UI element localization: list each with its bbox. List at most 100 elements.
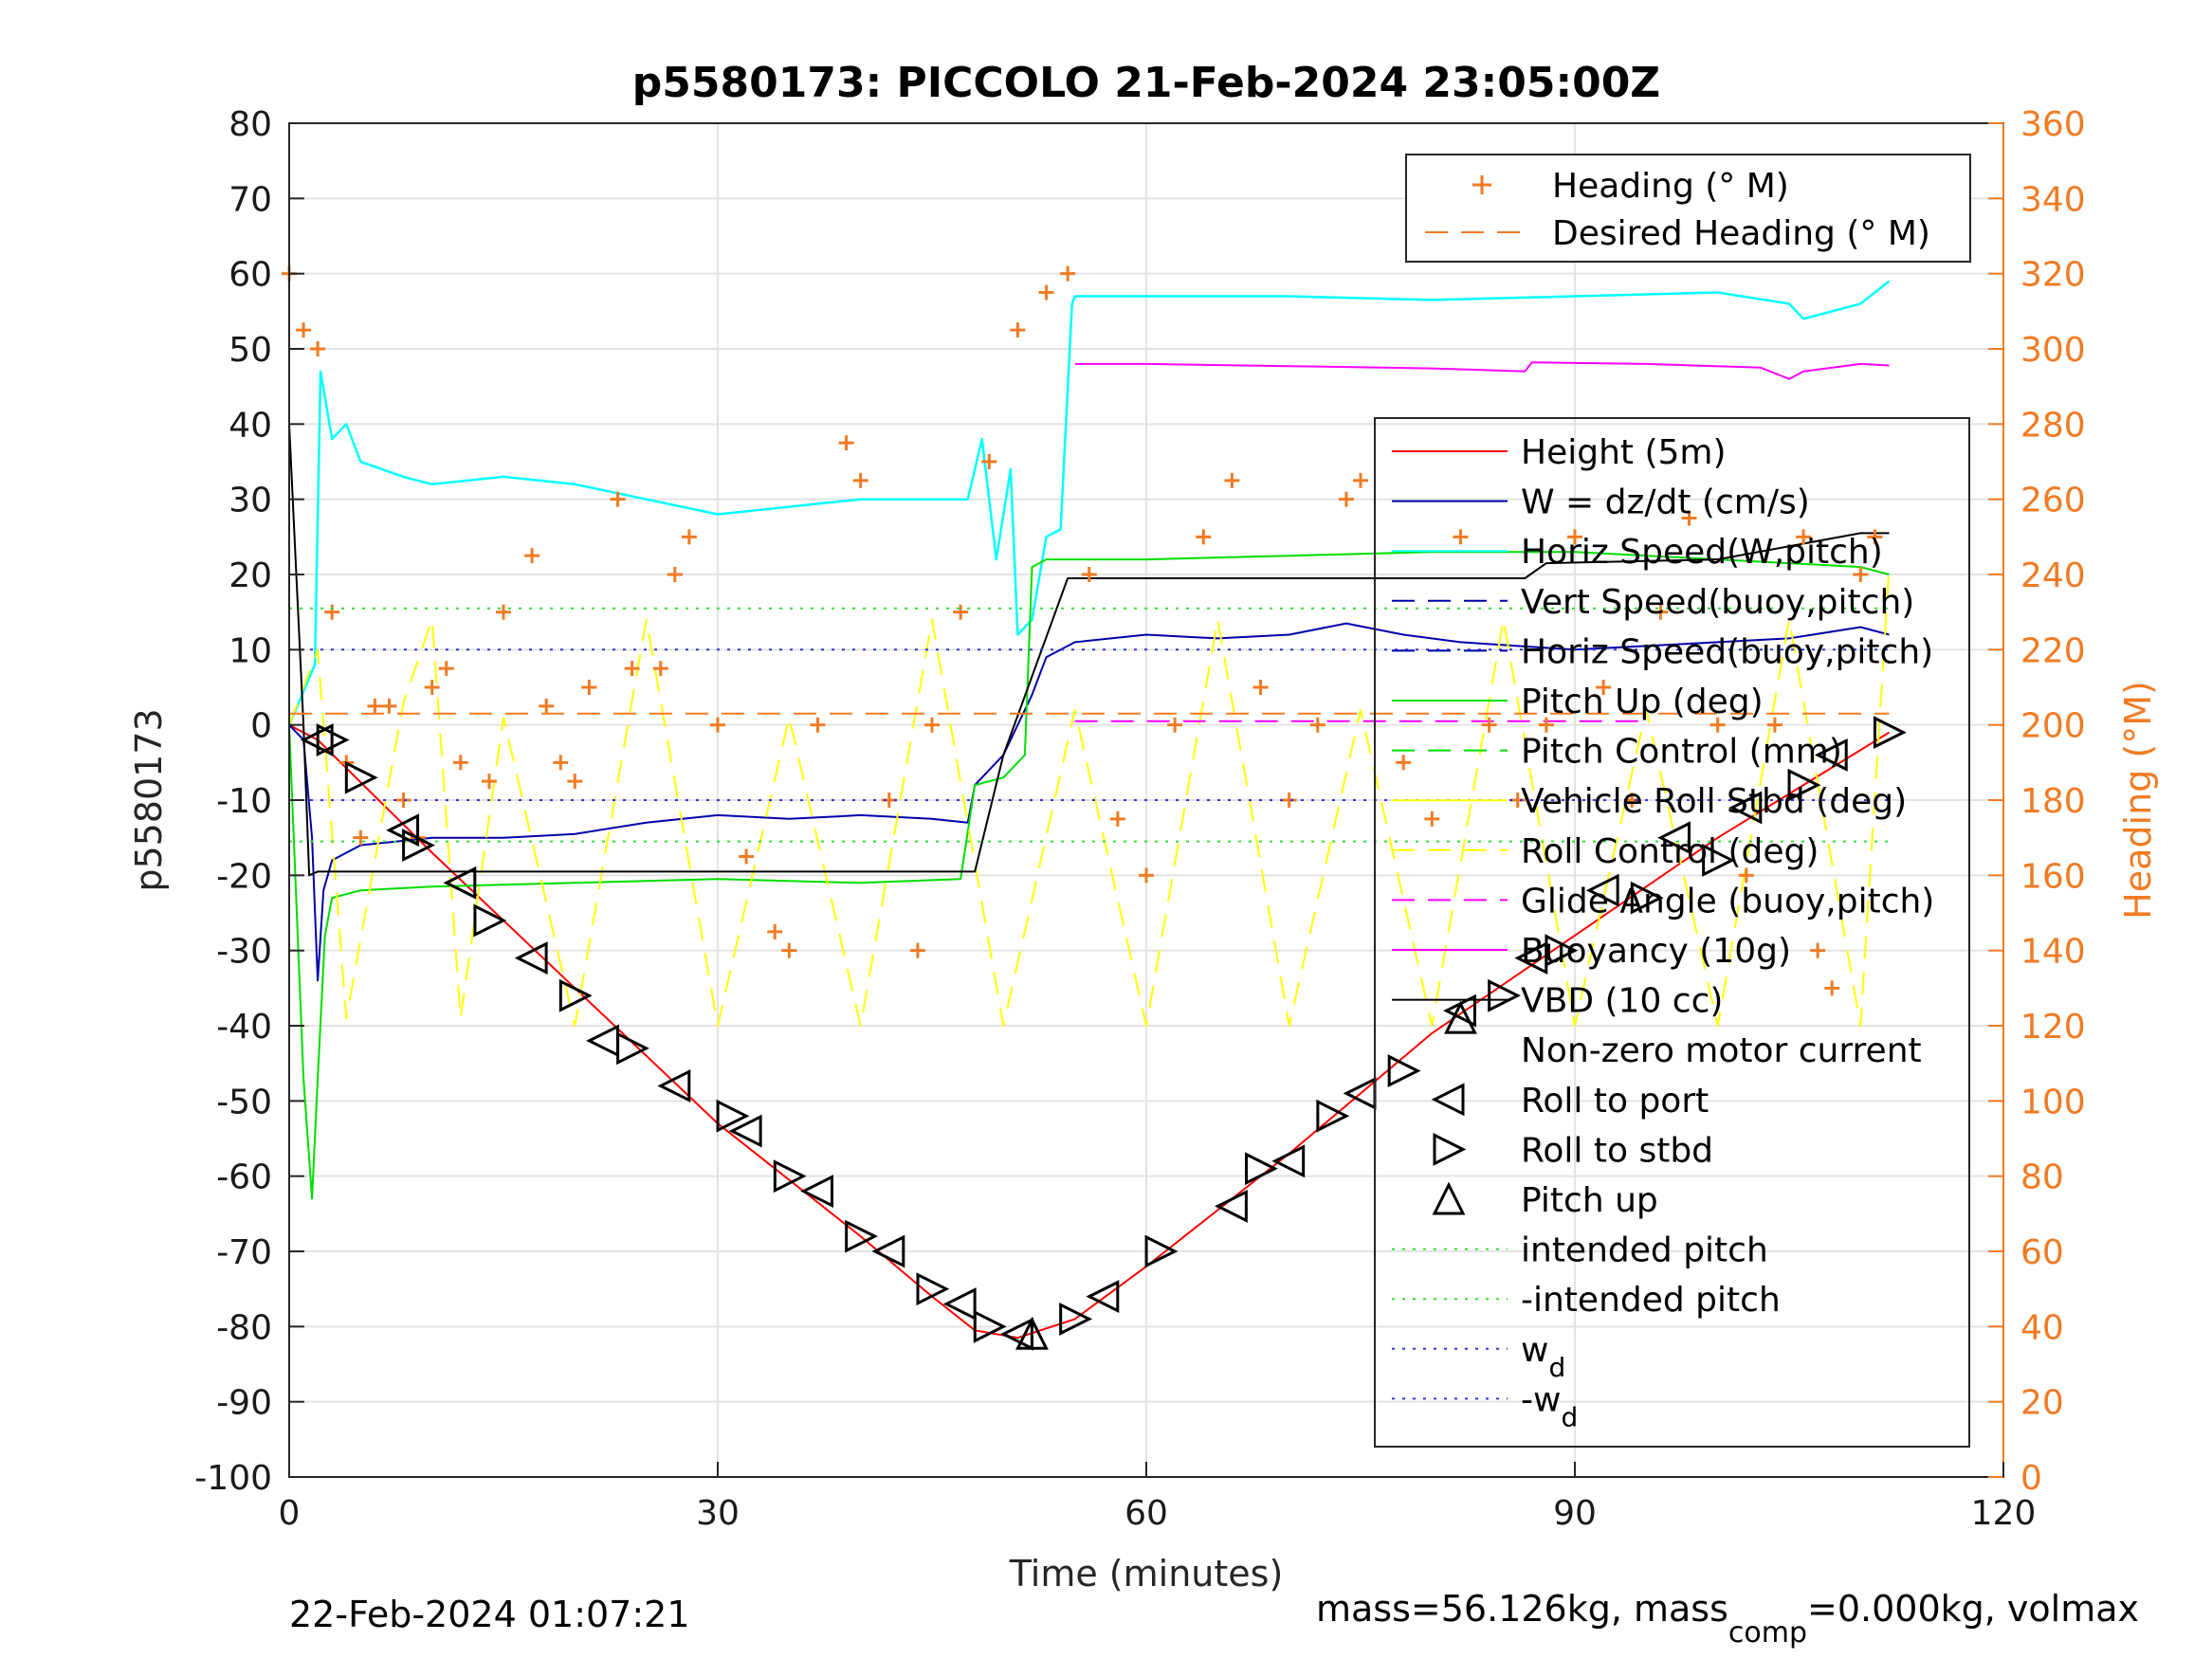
roll-to-port-marker [1271,1144,1306,1178]
roll-to-port-marker [871,1234,905,1268]
x-axis-label: Time (minutes) [1009,1553,1284,1595]
legend-label: Vehicle Roll Stbd (deg) [1521,782,1907,821]
heading-point [1509,793,1526,808]
y-tick-label: -80 [216,1308,272,1347]
heading-point [1709,717,1726,733]
legend-label: Roll to port [1521,1082,1709,1121]
heading-point [424,680,440,695]
series-roll [288,567,1891,1027]
y-tick-label: -30 [216,933,272,972]
heading-point [781,942,797,958]
legend-label: Roll Control (deg) [1521,832,1819,871]
legend-entry: wd [1392,1331,1565,1383]
roll-to-stbd-marker [1545,934,1579,968]
legend-label: intended pitch [1521,1231,1768,1270]
y2-tick-label: 80 [2020,1158,2064,1197]
y-tick-label: 20 [229,556,272,595]
legend-label: Horiz Speed(buoy,pitch) [1521,632,1933,671]
legend-desired-heading-label: Desired Heading (° M) [1552,214,1930,253]
y2-tick-label: 200 [2020,707,2086,746]
heading-point [1596,680,1612,695]
legend-entry: Buoyancy (10g) [1392,932,1791,971]
y2-tick-label: 220 [2020,631,2086,670]
heading-point [1567,529,1582,545]
roll-to-port-marker [800,1175,833,1208]
y2-tick-label: 160 [2020,857,2086,896]
roll-to-stbd-marker [1630,881,1664,915]
roll-to-stbd-marker [716,1099,750,1133]
legend-entry: Vehicle Roll Stbd (deg) [1392,782,1907,821]
series-horiz-speed [287,280,1891,726]
y-tick-label: 60 [229,256,272,295]
legend-label: Vert Speed(buoy,pitch) [1521,583,1914,622]
y-tick-label: 70 [229,180,272,219]
legend-heading-label: Heading (° M) [1552,167,1789,206]
roll-to-stbd-marker [845,1219,879,1253]
roll-to-stbd-marker [344,760,378,794]
y-tick-label: -20 [216,857,272,896]
heading-point [496,604,511,620]
y-tick-label: -100 [194,1459,272,1498]
y-tick-label: 0 [250,707,272,746]
heading-point [838,435,854,451]
roll-to-port-marker [657,1069,691,1103]
legend-label: W = dz/dt (cm/s) [1521,483,1810,522]
heading-point [539,698,555,714]
heading-point [1738,867,1754,884]
heading-point [296,322,312,338]
y2-tick-label: 280 [2020,406,2086,445]
legend-entry: Height (5m) [1392,433,1727,472]
y-tick-label: 10 [229,631,272,670]
heading-point [652,661,668,677]
roll-to-port-marker [1657,821,1691,855]
y2-tick-label: 20 [2020,1384,2064,1423]
heading-point [1309,717,1325,733]
heading-point [610,491,626,507]
bottom-axis-ticks: 0 30 60 90 120 [279,1462,2036,1533]
heading-point [1338,491,1354,507]
heading-point [581,680,597,695]
marker-layer [300,716,1907,1351]
legend-entry: intended pitch [1392,1231,1768,1270]
heading-point [1824,980,1840,996]
legend-label: -intended pitch [1521,1281,1781,1320]
y-tick-label: -60 [216,1158,272,1197]
roll-to-stbd-marker [316,723,350,757]
y2-tick-label: 120 [2020,1008,2086,1047]
legend-heading: Heading (° M) Desired Heading (° M) [1405,154,1971,263]
heading-point [1796,529,1812,545]
heading-point [1038,284,1054,301]
y2-tick-label: 180 [2020,782,2086,821]
roll-to-port-marker [1728,791,1763,825]
y-tick-label: -50 [216,1083,272,1121]
y2-tick-label: 40 [2020,1308,2064,1347]
heading-point [553,755,569,771]
y-tick-label: -10 [216,782,272,821]
heading-point [810,717,826,733]
roll-to-stbd-marker [1873,716,1907,750]
legend-label: Roll to stbd [1521,1131,1713,1170]
heading-point [1081,567,1097,582]
y2-tick-label: 60 [2020,1233,2064,1272]
y2-tick-label: 360 [2020,105,2086,144]
y2-tick-label: 300 [2020,331,2086,370]
heading-point [1060,265,1076,282]
heading-point [739,848,755,865]
heading-point [924,717,940,733]
x-tick-label: 0 [279,1494,301,1533]
roll-to-stbd-marker [616,1031,649,1066]
legend-label-main: -w [1521,1380,1561,1419]
legend-entry: W = dz/dt (cm/s) [1392,483,1810,522]
legend-label-subscript: d [1561,1401,1578,1432]
legend-marker-symbol [1433,1132,1467,1166]
roll-to-port-marker [728,1114,762,1148]
x-tick-label: 30 [696,1494,740,1533]
roll-to-port-marker [1086,1280,1120,1314]
roll-to-port-marker [443,866,477,900]
heading-point [1196,529,1212,545]
legend-label: wd [1521,1331,1565,1383]
legend-label: Horiz Speed(W,pitch) [1521,533,1883,572]
heading-point [909,942,925,958]
roll-to-port-marker [1000,1317,1033,1351]
